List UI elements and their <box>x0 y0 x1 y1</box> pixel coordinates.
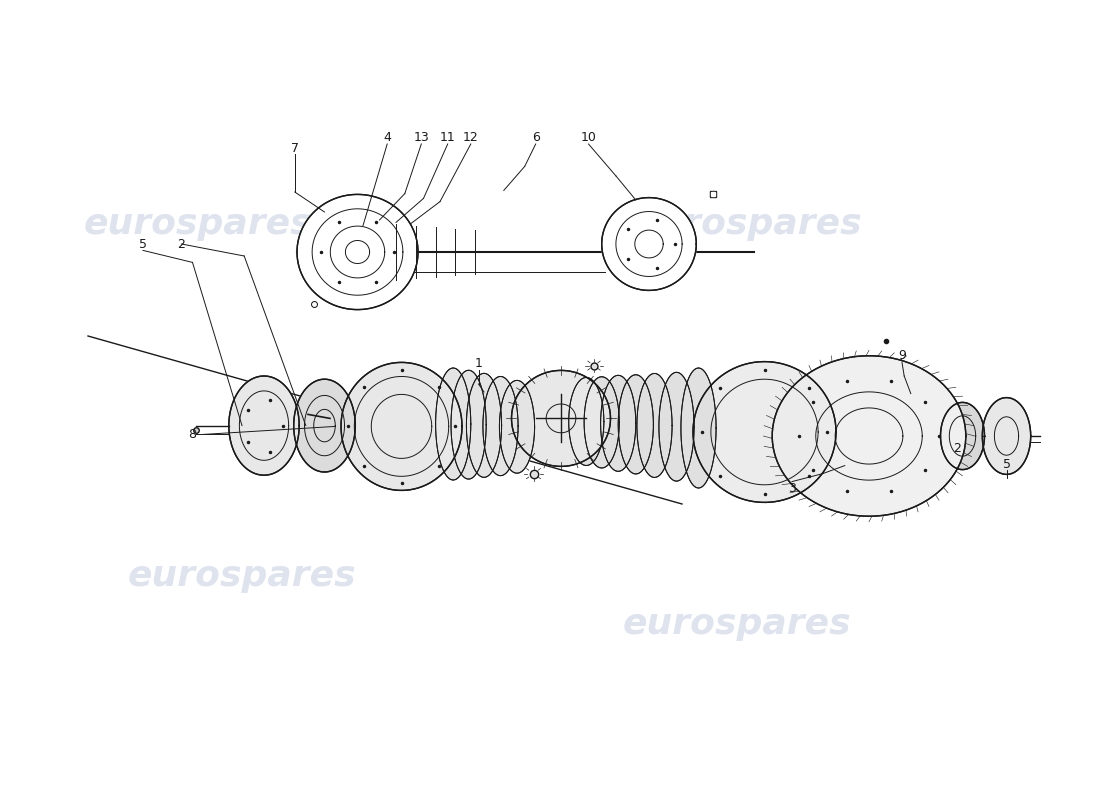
Text: 5: 5 <box>139 238 147 250</box>
Text: eurospares: eurospares <box>128 559 356 593</box>
Text: 6: 6 <box>531 131 540 144</box>
Ellipse shape <box>466 374 502 478</box>
Ellipse shape <box>436 368 471 480</box>
Text: 5: 5 <box>1002 458 1011 470</box>
Ellipse shape <box>229 376 299 475</box>
Ellipse shape <box>297 194 418 310</box>
Ellipse shape <box>584 377 619 468</box>
Text: eurospares: eurospares <box>623 607 851 641</box>
Ellipse shape <box>659 372 694 481</box>
Text: 3: 3 <box>788 482 796 494</box>
Text: 13: 13 <box>414 131 429 144</box>
Text: 10: 10 <box>581 131 596 144</box>
Ellipse shape <box>693 362 836 502</box>
Text: 7: 7 <box>290 142 299 154</box>
Text: 12: 12 <box>463 131 478 144</box>
Ellipse shape <box>512 370 610 466</box>
Ellipse shape <box>569 378 604 466</box>
Text: 8: 8 <box>188 428 197 441</box>
Ellipse shape <box>294 379 355 472</box>
Ellipse shape <box>618 374 653 474</box>
Ellipse shape <box>637 374 672 478</box>
Text: eurospares: eurospares <box>634 207 862 241</box>
Ellipse shape <box>602 198 696 290</box>
Ellipse shape <box>982 398 1031 474</box>
Text: eurospares: eurospares <box>84 207 312 241</box>
Text: 1: 1 <box>474 358 483 370</box>
Text: 2: 2 <box>177 238 186 250</box>
Ellipse shape <box>483 377 518 476</box>
Ellipse shape <box>940 402 984 470</box>
Ellipse shape <box>341 362 462 490</box>
Text: 9: 9 <box>898 350 906 362</box>
Ellipse shape <box>772 356 966 516</box>
Ellipse shape <box>601 375 636 471</box>
Ellipse shape <box>499 380 535 473</box>
Text: 11: 11 <box>440 131 455 144</box>
Ellipse shape <box>681 368 716 488</box>
Text: 4: 4 <box>383 131 392 144</box>
Ellipse shape <box>451 370 486 479</box>
Text: 2: 2 <box>953 442 961 454</box>
